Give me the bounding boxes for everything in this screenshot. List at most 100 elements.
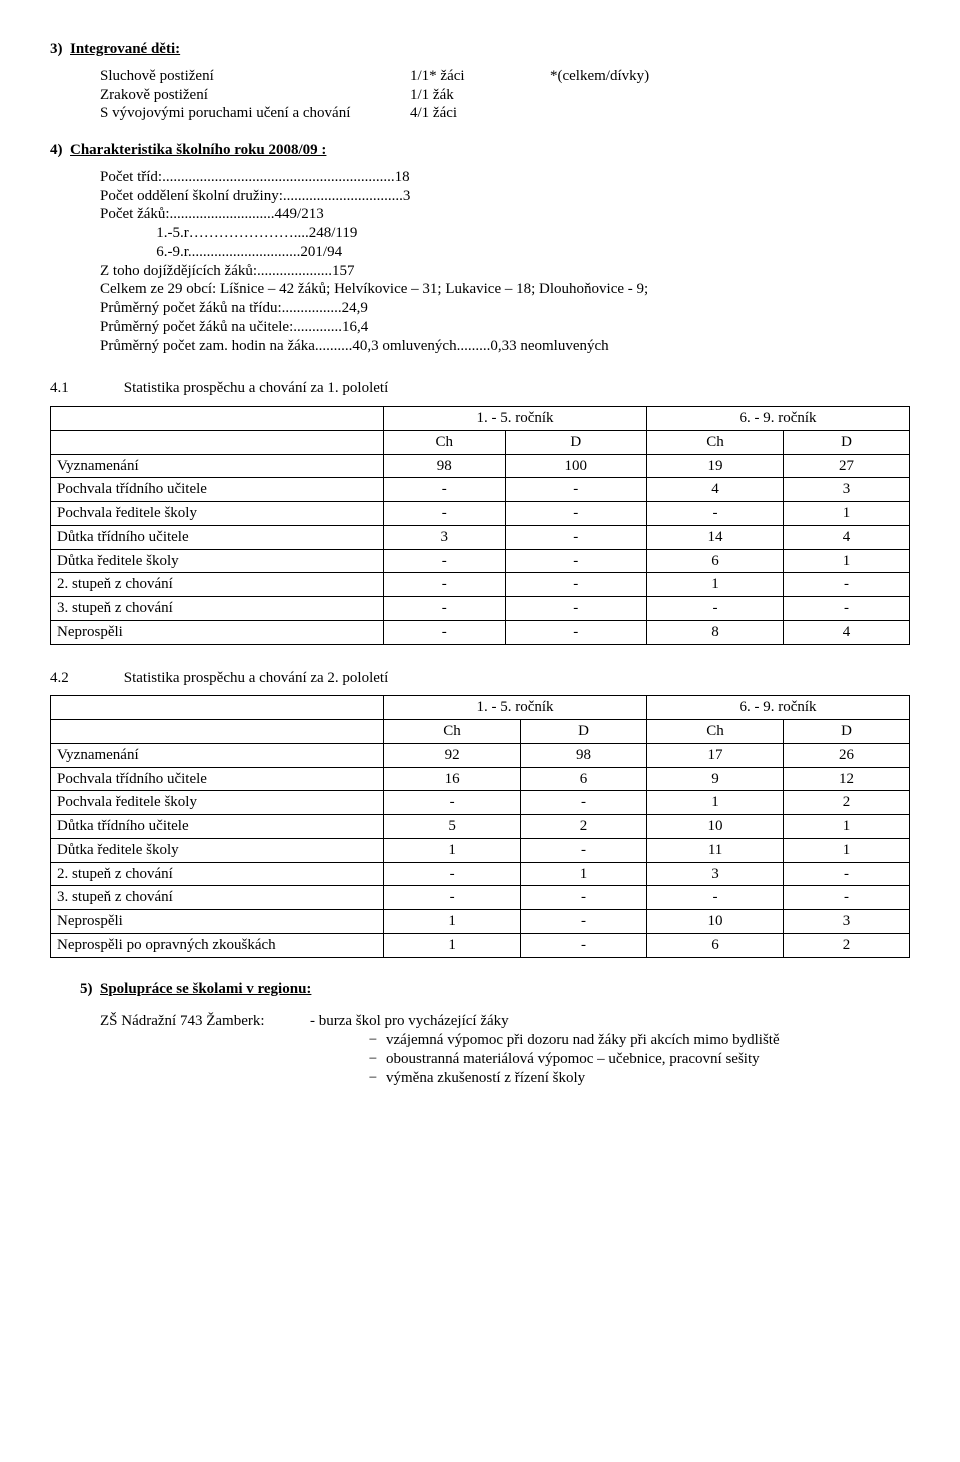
row-label: Pochvala třídního učitele <box>51 767 384 791</box>
section-5-title: 5) Spolupráce se školami v regionu: <box>80 980 910 999</box>
cell: 1 <box>384 933 521 957</box>
cell: 4 <box>646 478 783 502</box>
cell: - <box>505 525 646 549</box>
stat-line: Počet oddělení školní družiny:..........… <box>100 187 910 206</box>
section-5: 5) Spolupráce se školami v regionu: ZŠ N… <box>50 980 910 1088</box>
cell: 19 <box>646 454 783 478</box>
col-d: D <box>505 430 646 454</box>
table-row: Neprospěli1-103 <box>51 910 910 934</box>
empty-cell <box>51 720 384 744</box>
table-row: 2. stupeň z chování-13- <box>51 862 910 886</box>
cell: - <box>505 502 646 526</box>
table-row: Pochvala ředitele školy--12 <box>51 791 910 815</box>
cell: - <box>384 573 506 597</box>
cell: 98 <box>521 743 647 767</box>
lead-label: ZŠ Nádražní 743 Žamberk: <box>100 1012 310 1031</box>
dash-icon: − <box>360 1069 386 1088</box>
cell: - <box>505 549 646 573</box>
dash-list: − vzájemná výpomoc při dozoru nad žáky p… <box>360 1031 910 1087</box>
stat-line: Průměrný počet žáků na učitele:.........… <box>100 318 910 337</box>
section-3-number: 3) <box>50 41 70 57</box>
stat-line: 6.-9.r..............................201/… <box>100 243 910 262</box>
row-label: 2. stupeň z chování <box>51 573 384 597</box>
cell: - <box>646 597 783 621</box>
table-header-row: 1. - 5. ročník 6. - 9. ročník <box>51 407 910 431</box>
cell: 3 <box>646 862 783 886</box>
cell: 2 <box>784 791 910 815</box>
list-item: S vývojovými poruchami učení a chování 4… <box>100 104 910 123</box>
item-text: vzájemná výpomoc při dozoru nad žáky při… <box>386 1031 780 1050</box>
cell: 10 <box>646 815 783 839</box>
cell: 3 <box>784 478 910 502</box>
row-label: Vyznamenání <box>51 454 384 478</box>
row-label: Pochvala ředitele školy <box>51 791 384 815</box>
section-5-body: ZŠ Nádražní 743 Žamberk: - burza škol pr… <box>100 1012 910 1087</box>
lead-text: - burza škol pro vycházející žáky <box>310 1012 509 1031</box>
cell: 1 <box>784 815 910 839</box>
row-label: Důtka třídního učitele <box>51 815 384 839</box>
col-group-1: 1. - 5. ročník <box>384 407 647 431</box>
subsection-number: 4.2 <box>50 669 120 688</box>
cell: - <box>784 862 910 886</box>
col-ch: Ch <box>384 720 521 744</box>
col-ch: Ch <box>646 430 783 454</box>
row-label: Neprospěli <box>51 910 384 934</box>
section-3-title: 3) Integrované děti: <box>50 40 910 59</box>
cell: 100 <box>505 454 646 478</box>
row-label: Sluchově postižení <box>100 67 410 86</box>
cell: - <box>521 933 647 957</box>
cell: - <box>384 478 506 502</box>
dash-icon: − <box>360 1031 386 1050</box>
dash-icon: − <box>360 1050 386 1069</box>
list-item: − výměna zkušeností z řízení školy <box>360 1069 910 1088</box>
section-3: 3) Integrované děti: Sluchově postižení … <box>50 40 910 123</box>
table-row: Důtka třídního učitele52101 <box>51 815 910 839</box>
empty-cell <box>51 407 384 431</box>
cell: 6 <box>521 767 647 791</box>
row-label: Důtka ředitele školy <box>51 549 384 573</box>
stat-line: Z toho dojíždějících žáků:..............… <box>100 262 910 281</box>
list-item: − oboustranná materiálová výpomoc – učeb… <box>360 1050 910 1069</box>
cell: 10 <box>646 910 783 934</box>
row-label: 2. stupeň z chování <box>51 862 384 886</box>
row-label: Důtka třídního učitele <box>51 525 384 549</box>
cell: - <box>505 573 646 597</box>
cell: 1 <box>384 838 521 862</box>
cell: 1 <box>384 910 521 934</box>
cell: - <box>384 791 521 815</box>
cell: 6 <box>646 933 783 957</box>
section-4-body: Počet tříd:.............................… <box>100 168 910 356</box>
row-label: S vývojovými poruchami učení a chování <box>100 104 410 123</box>
cell: 1 <box>646 791 783 815</box>
table-row: Pochvala ředitele školy---1 <box>51 502 910 526</box>
row-label: Neprospěli <box>51 620 384 644</box>
item-text: oboustranná materiálová výpomoc – učebni… <box>386 1050 760 1069</box>
cell: - <box>646 502 783 526</box>
cell: - <box>384 886 521 910</box>
table-row: Důtka ředitele školy1-111 <box>51 838 910 862</box>
cell: - <box>784 573 910 597</box>
section-4-number: 4) <box>50 142 70 158</box>
cell: - <box>784 886 910 910</box>
subsection-number: 4.1 <box>50 379 120 398</box>
row-mid: 4/1 žáci <box>410 104 550 123</box>
cell: 26 <box>784 743 910 767</box>
table-subheader-row: Ch D Ch D <box>51 430 910 454</box>
section-3-list: Sluchově postižení 1/1* žáci *(celkem/dí… <box>100 67 910 123</box>
col-ch: Ch <box>384 430 506 454</box>
row-label: 3. stupeň z chování <box>51 597 384 621</box>
cell: 1 <box>646 573 783 597</box>
col-d: D <box>784 430 910 454</box>
cell: 92 <box>384 743 521 767</box>
section-5-heading: Spolupráce se školami v regionu: <box>100 981 311 997</box>
cell: - <box>384 549 506 573</box>
table-4-2: 1. - 5. ročník 6. - 9. ročník Ch D Ch D … <box>50 695 910 957</box>
section-4: 4) Charakteristika školního roku 2008/09… <box>50 141 910 355</box>
section-4-title: 4) Charakteristika školního roku 2008/09… <box>50 141 910 160</box>
cell: 8 <box>646 620 783 644</box>
section-4-heading: Charakteristika školního roku 2008/09 : <box>70 142 326 158</box>
cell: 98 <box>384 454 506 478</box>
row-right: *(celkem/dívky) <box>550 67 649 86</box>
subsection-heading: Statistika prospěchu a chování za 2. pol… <box>124 670 389 686</box>
col-ch: Ch <box>646 720 783 744</box>
